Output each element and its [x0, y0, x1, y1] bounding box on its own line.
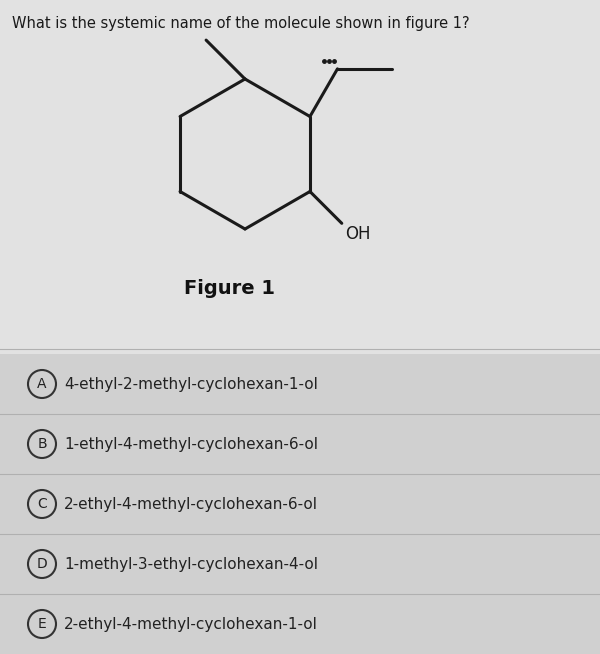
Circle shape — [28, 490, 56, 518]
Text: E: E — [38, 617, 46, 631]
Text: 1-methyl-3-ethyl-cyclohexan-4-ol: 1-methyl-3-ethyl-cyclohexan-4-ol — [64, 557, 318, 572]
Text: A: A — [37, 377, 47, 391]
Text: What is the systemic name of the molecule shown in figure 1?: What is the systemic name of the molecul… — [12, 16, 470, 31]
Text: B: B — [37, 437, 47, 451]
Text: Figure 1: Figure 1 — [185, 279, 275, 298]
Text: C: C — [37, 497, 47, 511]
Text: OH: OH — [345, 226, 370, 243]
Text: D: D — [37, 557, 47, 571]
Text: 2-ethyl-4-methyl-cyclohexan-6-ol: 2-ethyl-4-methyl-cyclohexan-6-ol — [64, 496, 318, 511]
Text: 1-ethyl-4-methyl-cyclohexan-6-ol: 1-ethyl-4-methyl-cyclohexan-6-ol — [64, 436, 318, 451]
Circle shape — [28, 550, 56, 578]
Circle shape — [28, 430, 56, 458]
FancyBboxPatch shape — [0, 0, 600, 354]
FancyBboxPatch shape — [0, 354, 600, 654]
Text: 4-ethyl-2-methyl-cyclohexan-1-ol: 4-ethyl-2-methyl-cyclohexan-1-ol — [64, 377, 318, 392]
Circle shape — [28, 610, 56, 638]
Circle shape — [28, 370, 56, 398]
Text: 2-ethyl-4-methyl-cyclohexan-1-ol: 2-ethyl-4-methyl-cyclohexan-1-ol — [64, 617, 318, 632]
